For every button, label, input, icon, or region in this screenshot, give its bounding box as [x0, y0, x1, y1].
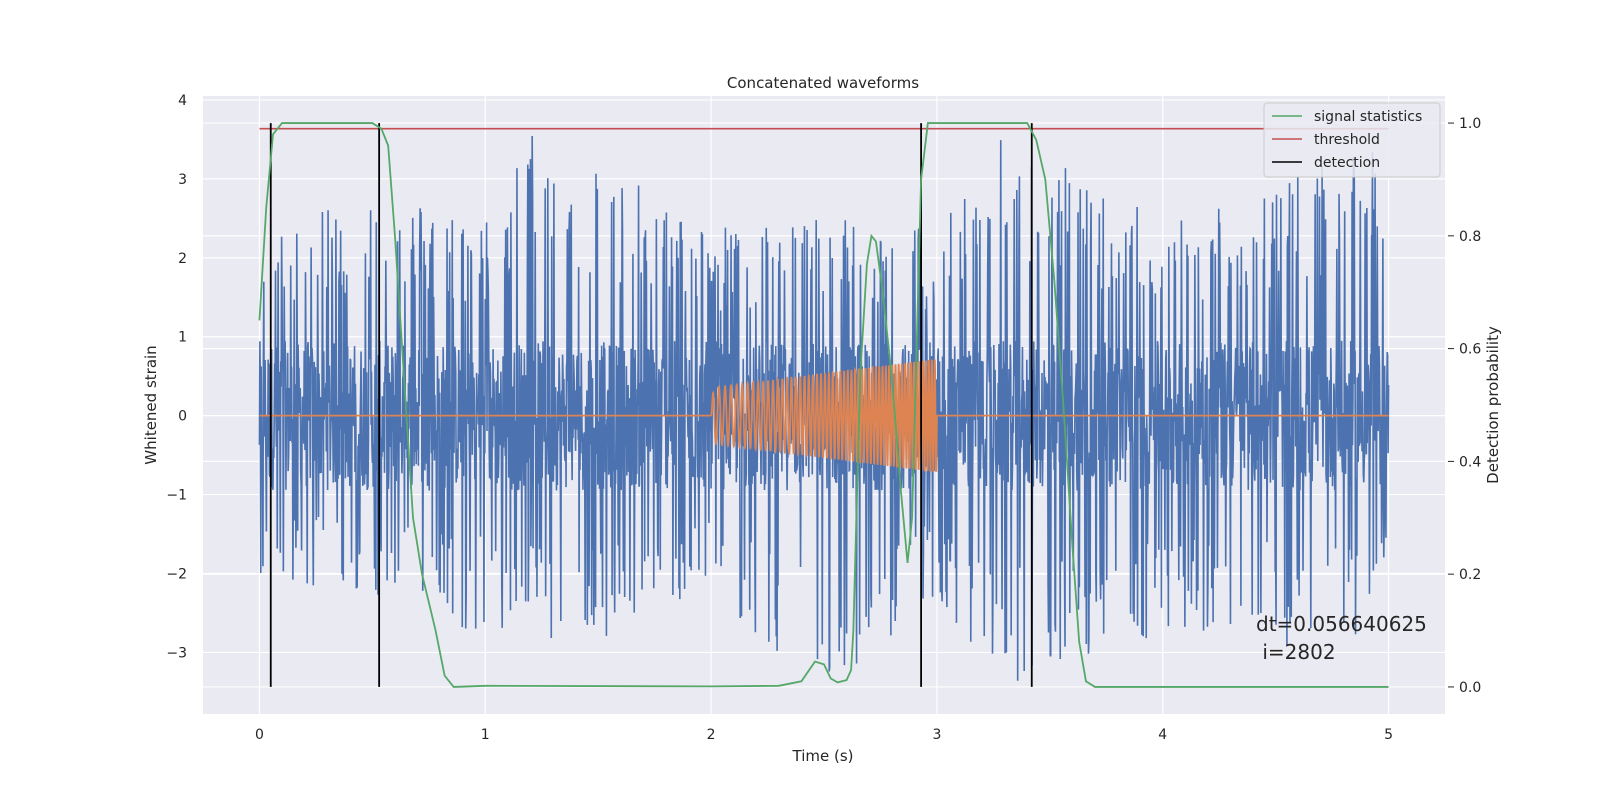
y2-tick-label: 0.2	[1459, 567, 1481, 583]
y2-tick-label: 0.8	[1459, 229, 1481, 245]
y-axis-label: Whitened strain	[142, 345, 160, 464]
y-tick-label: 0	[178, 409, 187, 425]
annotation-i: i=2802	[1256, 640, 1336, 664]
x-tick-label: 4	[1158, 727, 1167, 743]
legend-label-detection: detection	[1314, 155, 1380, 171]
y2-tick-label: 0.6	[1459, 342, 1481, 358]
x-tick-label: 1	[481, 727, 490, 743]
legend-label-signal: signal statistics	[1314, 109, 1422, 125]
y-tick-label: 1	[178, 330, 187, 346]
y-tick-label: 2	[178, 251, 187, 267]
x-axis-label: Time (s)	[792, 747, 854, 765]
y-tick-label: −3	[166, 645, 187, 661]
series-signal-statistics	[258, 122, 1389, 688]
y-tick-label: −1	[166, 488, 187, 504]
x-tick-label: 5	[1384, 727, 1393, 743]
chart-title: Concatenated waveforms	[727, 74, 919, 92]
legend-label-threshold: threshold	[1314, 132, 1380, 148]
y2-tick-label: 0.0	[1459, 680, 1481, 696]
x-tick-label: 2	[707, 727, 716, 743]
y2-tick-label: 1.0	[1459, 116, 1481, 132]
tick-labels: 0 1 2 3 4 5 −3 −2 −1 0 1 2 3 4 0.0 0.2 0.4 0.6 0.8 1.0	[166, 93, 1481, 743]
x-tick-label: 0	[255, 727, 264, 743]
series-injected-signal	[259, 359, 1389, 473]
series-layer	[258, 122, 1390, 688]
annotation-dt: dt=0.056640625	[1256, 612, 1427, 636]
y-tick-label: 3	[178, 172, 187, 188]
legend: signal statistics threshold detection	[1263, 102, 1441, 178]
y2-axis-label: Detection probability	[1484, 326, 1502, 484]
y-tick-label: 4	[178, 93, 187, 109]
legend-box	[1263, 102, 1441, 178]
y-tick-label: −2	[166, 567, 187, 583]
x-tick-label: 3	[932, 727, 941, 743]
y2-tick-label: 0.4	[1459, 454, 1481, 470]
